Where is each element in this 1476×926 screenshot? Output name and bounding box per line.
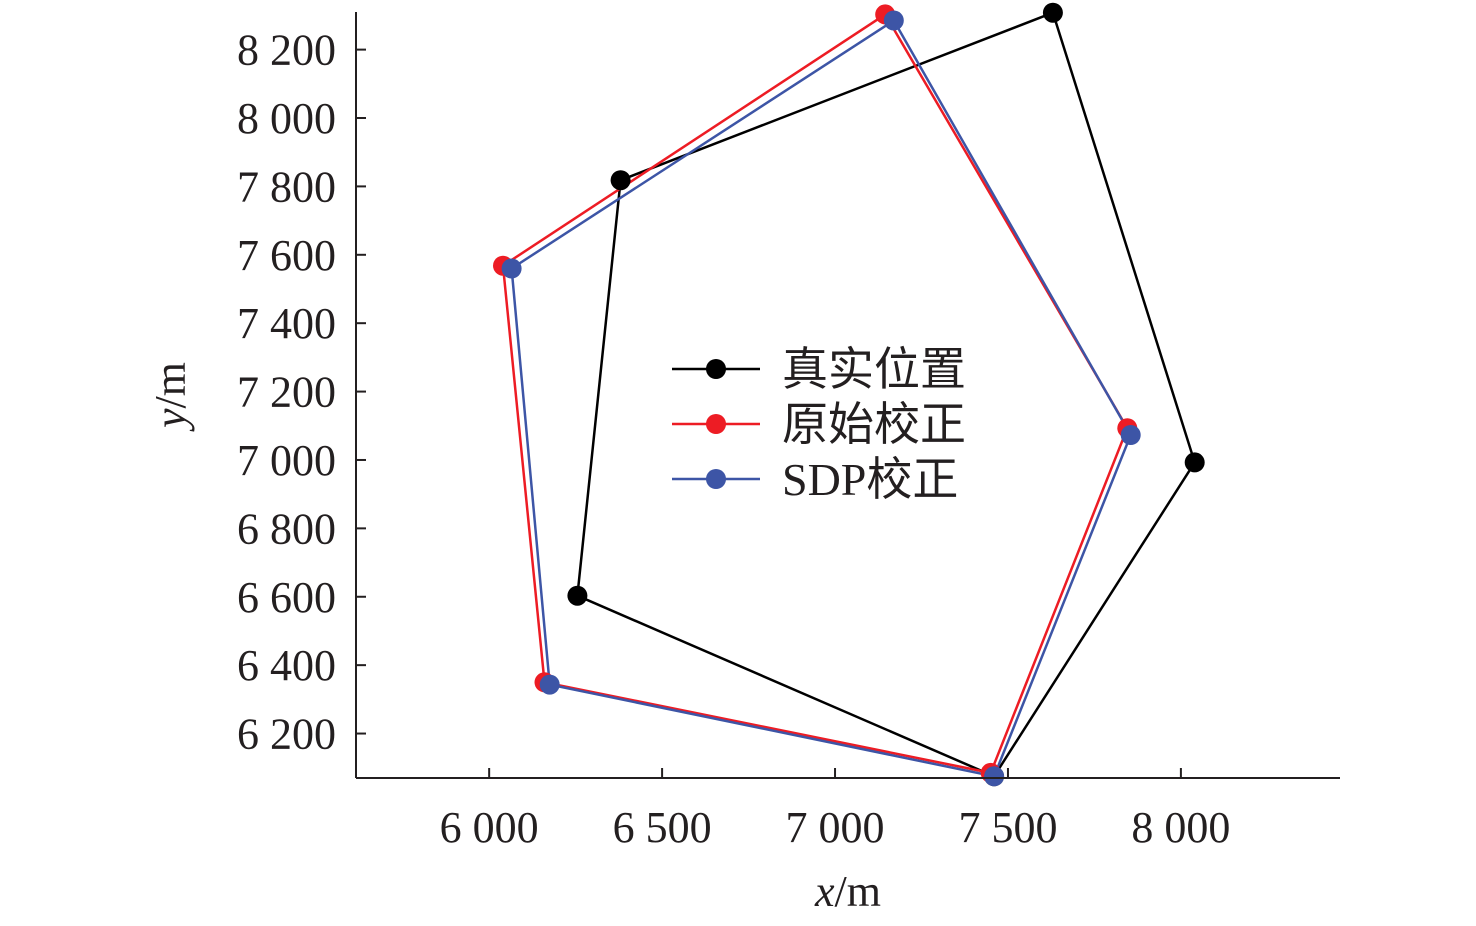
y-tick-label: 8 000 [237,94,336,143]
y-tick-label: 8 200 [237,26,336,75]
data-point-sdp-correction [539,674,560,695]
y-tick-label: 7 200 [237,368,336,417]
legend-label-true-position: 真实位置 [782,344,966,395]
data-point-sdp-correction [501,258,522,279]
data-point-sdp-correction [883,10,904,31]
data-point-true-position [610,170,631,191]
x-axis-label: x/m [814,867,881,916]
legend-label-original-correction: 原始校正 [782,399,966,450]
legend-marker-original-correction [706,414,726,434]
plot-marks [493,2,1205,787]
x-tick-label: 6 500 [613,803,712,852]
y-tick-label: 7 800 [237,162,336,211]
y-tick-label: 7 000 [237,436,336,485]
data-point-sdp-correction [1120,425,1141,445]
y-tick-label: 7 600 [237,231,336,280]
series-line-sdp-correction [510,18,1133,778]
y-tick-label: 7 400 [237,299,336,348]
x-tick-label: 7 000 [786,803,885,852]
ticks: 6 000 6 500 7 000 7 500 8 000 6 200 6 400 6 600… [237,26,1230,852]
data-point-true-position [567,585,588,606]
data-point-true-position [1042,2,1063,23]
y-tick-label: 6 200 [237,710,336,759]
y-tick-label: 6 400 [237,641,336,690]
axes [355,12,1340,779]
y-axis-label: y/m [146,362,195,432]
data-point-sdp-correction [984,766,1005,787]
y-tick-label: 6 800 [237,504,336,553]
legend-marker-true-position [706,359,726,379]
x-tick-label: 8 000 [1131,803,1230,852]
y-tick-label: 6 600 [237,573,336,622]
x-tick-label: 6 000 [440,803,539,852]
data-point-true-position [1184,452,1205,473]
x-tick-label: 7 500 [958,803,1057,852]
legend-label-sdp-correction: SDP校正 [782,454,958,505]
legend-marker-sdp-correction [706,469,726,489]
